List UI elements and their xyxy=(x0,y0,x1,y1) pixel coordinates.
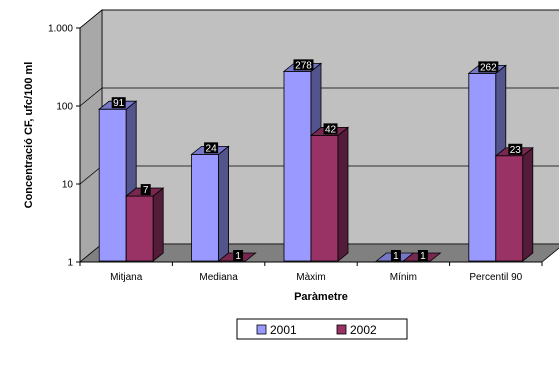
data-label-2001-Màxim: 278 xyxy=(293,59,314,71)
bar-2002-Percentil 90 xyxy=(494,146,534,262)
data-label-bg xyxy=(478,61,499,73)
legend-swatch-2002 xyxy=(336,324,347,335)
legend-label-2001: 2001 xyxy=(270,323,297,337)
chart-side-wall xyxy=(79,9,103,263)
y-tick-label: 10 xyxy=(62,180,74,191)
data-label-2002-Mediana: 1 xyxy=(233,250,244,262)
gridline xyxy=(79,9,559,29)
y-tick-label: 1.000 xyxy=(48,24,73,35)
data-label-text: 262 xyxy=(480,62,497,73)
data-label-bg xyxy=(508,143,523,155)
legend-box xyxy=(236,318,408,340)
bar-front xyxy=(125,195,154,262)
bar-front xyxy=(191,153,220,262)
data-label-bg xyxy=(233,250,244,261)
data-label-2001-Mediana: 24 xyxy=(204,142,219,154)
data-labels: 91 7 24 1 278 42 1 1 262 23 xyxy=(111,59,523,262)
data-label-bg xyxy=(417,250,428,261)
data-label-bg xyxy=(323,123,338,135)
bar-side xyxy=(522,146,534,262)
data-label-2002-Mínim: 1 xyxy=(417,250,428,262)
bar-front xyxy=(283,70,312,262)
x-axis: Mitjana Mediana Màxim Mínim Percentil 90 xyxy=(79,261,543,283)
y-tick-label: 100 xyxy=(56,102,73,113)
bar-front xyxy=(468,72,497,262)
x-axis-title: Paràmetre xyxy=(294,291,348,303)
data-label-bg xyxy=(140,184,151,196)
data-label-text: 23 xyxy=(510,145,522,156)
legend-label-2002: 2002 xyxy=(350,323,377,337)
bar-side xyxy=(152,187,164,262)
bar-2001-Mediana xyxy=(190,145,230,262)
x-tick-label: Percentil 90 xyxy=(469,272,522,283)
data-label-text: 278 xyxy=(295,60,312,71)
bar-front xyxy=(310,134,339,262)
x-tick-label: Mínim xyxy=(390,272,417,283)
data-label-text: 1 xyxy=(235,251,241,262)
data-label-bg xyxy=(390,250,401,261)
x-tick-label: Mediana xyxy=(199,272,238,283)
legend: 2001 2002 xyxy=(236,318,408,340)
data-label-2001-Mitjana: 91 xyxy=(111,97,126,109)
bar-side xyxy=(337,126,349,262)
bar-front xyxy=(495,155,524,262)
data-label-2002-Màxim: 42 xyxy=(323,123,338,135)
data-label-bg xyxy=(111,97,126,109)
y-axis: 1 10 100 1.000 xyxy=(48,24,81,269)
legend-swatch-2001 xyxy=(256,324,267,335)
data-label-text: 91 xyxy=(113,98,125,109)
x-tick-label: Màxim xyxy=(296,272,325,283)
data-label-2001-Mínim: 1 xyxy=(390,250,401,262)
data-label-text: 1 xyxy=(420,251,426,262)
data-label-2002-Mitjana: 7 xyxy=(140,184,151,196)
bar-2002-Màxim xyxy=(309,126,350,262)
y-tick-label: 1 xyxy=(67,258,73,269)
data-label-bg xyxy=(204,142,219,154)
gridline xyxy=(79,87,559,107)
data-label-2002-Percentil 90: 23 xyxy=(508,143,523,156)
data-label-2001-Percentil 90: 262 xyxy=(478,61,499,73)
data-label-text: 1 xyxy=(393,251,399,262)
data-label-text: 42 xyxy=(325,124,337,135)
y-axis-title: Concentració CF, ufc/100 ml xyxy=(23,62,35,209)
x-tick-label: Mitjana xyxy=(110,272,143,283)
bars xyxy=(98,62,534,262)
bar-side xyxy=(218,145,230,262)
data-label-text: 7 xyxy=(143,185,149,196)
bar-2002-Mitjana xyxy=(125,187,165,262)
data-label-text: 24 xyxy=(206,143,218,154)
bar-front xyxy=(98,108,127,262)
data-label-bg xyxy=(293,59,314,71)
